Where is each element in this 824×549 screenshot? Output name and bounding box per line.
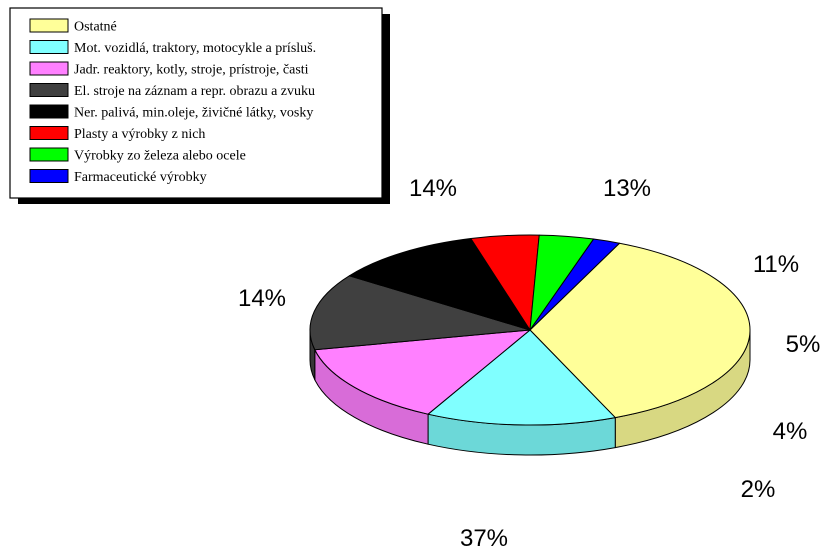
legend-swatch-5	[29, 126, 69, 140]
data-label-2: 14%	[409, 175, 457, 202]
data-label-3: 13%	[603, 175, 651, 202]
legend: Ostatné Mot. vozidlá, traktory, motocykle…	[9, 7, 390, 204]
legend-swatch-1	[29, 40, 69, 54]
legend-swatch-2	[29, 61, 69, 76]
slice-top-4	[348, 238, 531, 331]
legend-label-6: Výrobky zo železa alebo ocele	[74, 149, 246, 164]
slice-top-7	[529, 238, 620, 331]
slice-top-0	[529, 242, 751, 419]
data-label-6: 4%	[773, 418, 808, 445]
legend-label-4: Ner. palivá, min.oleje, živičné látky, v…	[74, 106, 313, 121]
slice-top-3	[309, 275, 531, 351]
legend-swatch-6	[29, 147, 69, 162]
legend-swatch-0	[29, 18, 69, 33]
data-label-1: 14%	[238, 285, 286, 312]
legend-label-0: Ostatné	[74, 20, 117, 35]
legend-label-2: Jadr. reaktory, kotly, stroje, prístroje…	[74, 63, 309, 78]
data-labels: 37% 14% 14% 13% 11% 5% 4% 2%	[238, 175, 820, 549]
legend-swatch-4	[29, 104, 69, 119]
legend-swatch-3	[29, 83, 69, 97]
legend-label-7: Farmaceutické výrobky	[74, 170, 207, 185]
legend-label-3: El. stroje na záznam a repr. obrazu a zv…	[74, 84, 315, 99]
data-label-0: 37%	[460, 525, 508, 549]
legend-swatch-7	[29, 169, 69, 183]
data-label-5: 5%	[786, 331, 821, 358]
legend-label-1: Mot. vozidlá, traktory, motocykle a prís…	[74, 41, 316, 56]
slice-top-1	[427, 329, 616, 426]
data-label-7: 2%	[741, 476, 776, 503]
data-label-4: 11%	[753, 251, 799, 278]
legend-box	[9, 7, 383, 199]
slice-top-2	[314, 329, 531, 415]
pie-3d	[309, 234, 751, 456]
legend-label-5: Plasty a výrobky z nich	[74, 127, 205, 142]
